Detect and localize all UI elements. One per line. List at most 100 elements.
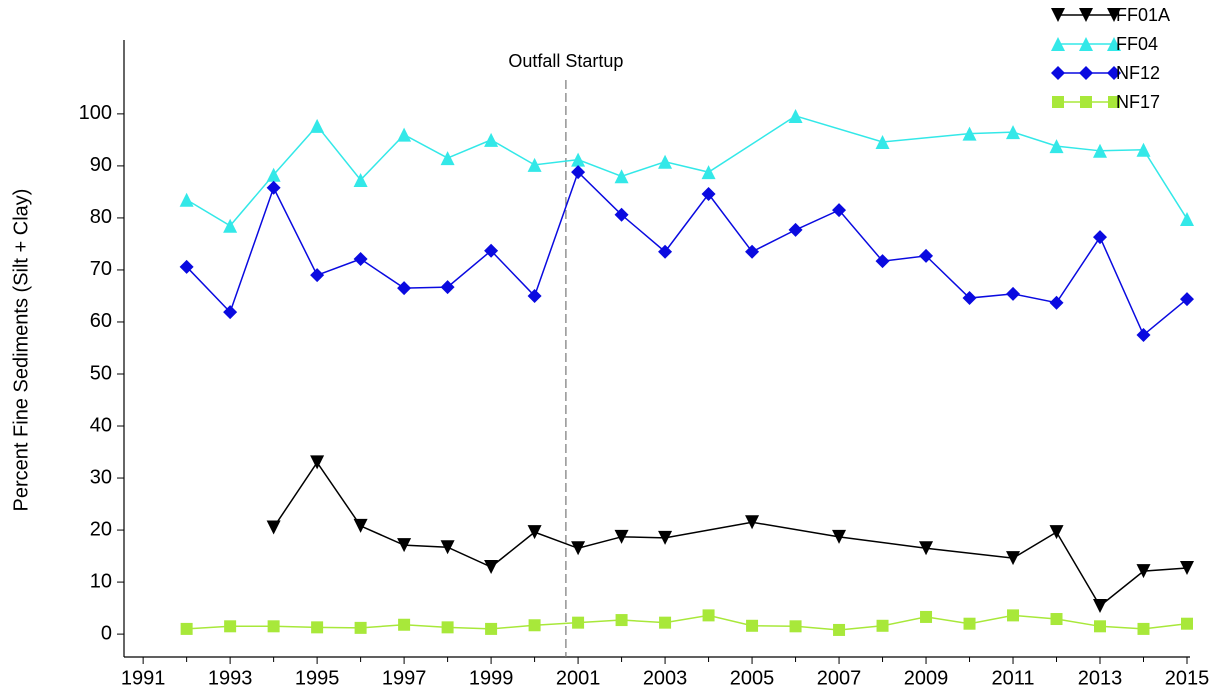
y-tick-label: 40 xyxy=(90,414,112,436)
data-point xyxy=(485,622,498,635)
data-point xyxy=(1093,143,1108,158)
data-point xyxy=(527,288,542,303)
data-point xyxy=(311,621,324,634)
legend-marker xyxy=(1107,8,1121,22)
data-point xyxy=(1137,622,1150,635)
y-tick-label: 20 xyxy=(90,518,112,540)
x-tick-label: 1999 xyxy=(469,667,514,689)
data-point xyxy=(701,165,716,180)
data-point xyxy=(875,254,890,269)
data-point xyxy=(179,192,194,207)
data-point xyxy=(180,622,193,635)
data-point xyxy=(658,530,673,545)
legend-marker xyxy=(1079,8,1093,22)
data-point xyxy=(397,538,412,553)
data-point xyxy=(659,616,672,629)
legend-label: NF12 xyxy=(1116,63,1160,83)
series-line xyxy=(272,461,1188,608)
data-point xyxy=(1180,561,1194,576)
data-point xyxy=(614,169,629,184)
data-point xyxy=(1050,613,1063,626)
data-point xyxy=(440,151,455,166)
data-point xyxy=(702,609,715,622)
data-point xyxy=(1007,609,1020,622)
data-point xyxy=(833,623,846,636)
data-point xyxy=(310,455,325,470)
legend-label: FF01A xyxy=(1116,5,1170,25)
data-point xyxy=(746,619,759,632)
series-line xyxy=(186,614,1188,631)
data-point xyxy=(397,127,412,142)
y-axis-label: Percent Fine Sediments (Silt + Clay) xyxy=(10,189,32,512)
x-tick-label: 2003 xyxy=(643,667,688,689)
data-point xyxy=(571,152,586,167)
x-tick-label: 2013 xyxy=(1078,667,1123,689)
data-point xyxy=(398,618,411,631)
data-point xyxy=(353,252,368,267)
data-point xyxy=(1093,599,1108,614)
data-point xyxy=(745,515,760,530)
data-point xyxy=(919,541,934,556)
y-tick-label: 0 xyxy=(101,622,112,644)
data-point xyxy=(876,619,889,632)
data-point xyxy=(1049,139,1064,154)
data-point xyxy=(789,620,802,633)
data-point xyxy=(1093,230,1108,245)
data-point xyxy=(1180,292,1194,307)
data-point xyxy=(397,281,412,296)
x-tick-label: 1993 xyxy=(208,667,253,689)
data-point xyxy=(1136,327,1151,342)
data-point xyxy=(1049,295,1064,310)
data-point xyxy=(571,165,586,180)
data-point xyxy=(484,559,499,574)
x-tick-label: 2011 xyxy=(992,667,1035,689)
data-point xyxy=(266,520,281,535)
series-line xyxy=(186,115,1188,227)
data-point xyxy=(701,186,716,201)
legend-marker xyxy=(1051,37,1065,51)
data-point xyxy=(353,172,368,187)
data-point xyxy=(788,222,803,237)
legend-marker xyxy=(1107,37,1121,51)
legend-marker xyxy=(1080,96,1092,108)
data-point xyxy=(1094,620,1107,633)
data-point xyxy=(875,134,890,149)
data-point xyxy=(1006,125,1021,140)
data-point xyxy=(527,525,542,540)
data-point xyxy=(572,616,585,629)
data-point xyxy=(745,244,760,259)
legend-marker xyxy=(1108,96,1120,108)
data-point xyxy=(1136,142,1151,157)
y-tick-label: 80 xyxy=(90,206,112,228)
data-point xyxy=(832,529,847,544)
x-tick-label: 2015 xyxy=(1165,667,1210,689)
data-point xyxy=(266,180,281,195)
data-point xyxy=(440,280,455,295)
y-tick-label: 100 xyxy=(79,102,112,124)
data-point xyxy=(353,518,368,533)
data-point xyxy=(571,541,586,556)
y-tick-label: 30 xyxy=(90,466,112,488)
legend-label: FF04 xyxy=(1116,34,1158,54)
data-point xyxy=(1180,211,1194,226)
legend-marker xyxy=(1052,96,1064,108)
data-point xyxy=(920,610,933,623)
x-tick-label: 1995 xyxy=(295,667,340,689)
data-point xyxy=(963,617,976,630)
data-point xyxy=(614,529,629,544)
data-point xyxy=(1136,564,1151,579)
data-point xyxy=(223,305,238,320)
x-tick-label: 1997 xyxy=(382,667,427,689)
data-point xyxy=(354,621,367,634)
x-tick-label: 2009 xyxy=(904,667,949,689)
y-tick-label: 90 xyxy=(90,154,112,176)
data-point xyxy=(484,132,499,147)
y-tick-label: 70 xyxy=(90,258,112,280)
data-point xyxy=(484,243,499,258)
data-point xyxy=(658,244,673,259)
data-point xyxy=(528,619,541,632)
legend-label: NF17 xyxy=(1116,92,1160,112)
series-line xyxy=(186,170,1188,337)
legend-marker xyxy=(1051,66,1065,80)
